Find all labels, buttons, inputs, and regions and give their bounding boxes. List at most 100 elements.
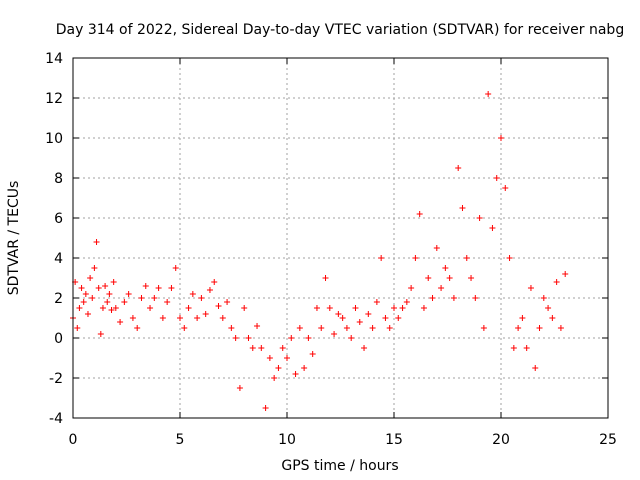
data-point: [545, 305, 552, 311]
data-point: [403, 299, 410, 305]
data-point: [425, 275, 432, 281]
data-point: [99, 305, 106, 311]
y-axis-label: SDTVAR / TECUs: [6, 181, 22, 296]
data-point: [74, 325, 81, 331]
data-point: [395, 315, 402, 321]
data-point: [416, 211, 423, 217]
data-point: [172, 265, 179, 271]
data-point: [438, 285, 445, 291]
data-point: [536, 325, 543, 331]
data-point: [305, 335, 312, 341]
data-point: [275, 365, 282, 371]
x-tick-label: 0: [69, 432, 78, 448]
data-point: [110, 279, 117, 285]
data-point: [476, 215, 483, 221]
data-point: [527, 285, 534, 291]
data-point: [493, 175, 500, 181]
data-point: [361, 345, 368, 351]
data-point: [382, 315, 389, 321]
data-point: [532, 365, 539, 371]
axis-ticks: -4 -2 0 2 4 6 8 10 12 14 0 5 10 15 20 25: [45, 51, 617, 448]
data-point: [249, 345, 256, 351]
data-point: [301, 365, 308, 371]
data-point: [446, 275, 453, 281]
data-point: [455, 165, 462, 171]
data-point: [472, 295, 479, 301]
data-point: [258, 345, 265, 351]
data-point: [228, 325, 235, 331]
data-point: [159, 315, 166, 321]
data-point: [391, 305, 397, 311]
data-point: [164, 299, 171, 305]
data-point: [142, 283, 149, 289]
data-point: [408, 285, 415, 291]
data-point: [95, 285, 102, 291]
data-point: [112, 305, 119, 311]
data-point: [236, 385, 243, 391]
data-point: [82, 291, 89, 297]
data-point: [331, 331, 338, 337]
data-point: [433, 245, 440, 251]
data-point: [129, 315, 136, 321]
grid: [73, 58, 608, 418]
data-point: [89, 295, 96, 301]
data-point: [271, 375, 278, 381]
data-point: [177, 315, 183, 321]
data-point: [155, 285, 162, 291]
data-point: [206, 287, 213, 293]
data-point: [502, 185, 509, 191]
data-point: [125, 291, 132, 297]
data-point: [485, 91, 492, 97]
data-point: [553, 279, 560, 285]
data-point: [102, 283, 109, 289]
x-tick-label: 15: [385, 432, 403, 448]
data-point: [386, 325, 393, 331]
data-point: [232, 335, 239, 341]
data-point: [202, 311, 209, 317]
x-axis-label: GPS time / hours: [281, 458, 398, 474]
data-point: [459, 205, 466, 211]
data-point: [343, 325, 350, 331]
plot-frame: [72, 57, 609, 419]
data-point: [189, 291, 196, 297]
y-tick-label: 4: [54, 251, 63, 267]
data-point: [108, 307, 115, 313]
data-point: [339, 315, 346, 321]
data-point: [309, 351, 316, 357]
data-point: [288, 335, 295, 341]
data-point: [549, 315, 556, 321]
data-point: [121, 299, 128, 305]
data-point: [412, 255, 419, 261]
y-tick-label: 2: [54, 291, 63, 307]
y-tick-label: 12: [45, 91, 63, 107]
data-point: [211, 279, 218, 285]
data-point: [198, 295, 205, 301]
data-point: [181, 325, 188, 331]
data-point: [215, 303, 222, 309]
data-point: [194, 315, 201, 321]
data-point: [468, 275, 475, 281]
data-point: [134, 325, 141, 331]
data-point: [420, 305, 427, 311]
x-tick-label: 25: [599, 432, 617, 448]
data-point: [519, 315, 526, 321]
data-point: [352, 305, 359, 311]
data-point: [76, 305, 83, 311]
y-tick-label: 14: [45, 51, 63, 67]
data-point: [335, 311, 342, 317]
data-point: [151, 295, 158, 301]
chart-title: Day 314 of 2022, Sidereal Day-to-day VTE…: [56, 22, 624, 38]
data-point: [262, 405, 269, 411]
data-point: [489, 225, 496, 231]
data-point: [442, 265, 449, 271]
data-point: [138, 295, 145, 301]
data-point: [429, 295, 436, 301]
data-point: [254, 323, 261, 329]
data-point: [87, 275, 94, 281]
data-point: [266, 355, 273, 361]
data-point: [147, 305, 154, 311]
data-point: [284, 355, 290, 361]
data-point: [510, 345, 517, 351]
data-point: [93, 239, 100, 245]
